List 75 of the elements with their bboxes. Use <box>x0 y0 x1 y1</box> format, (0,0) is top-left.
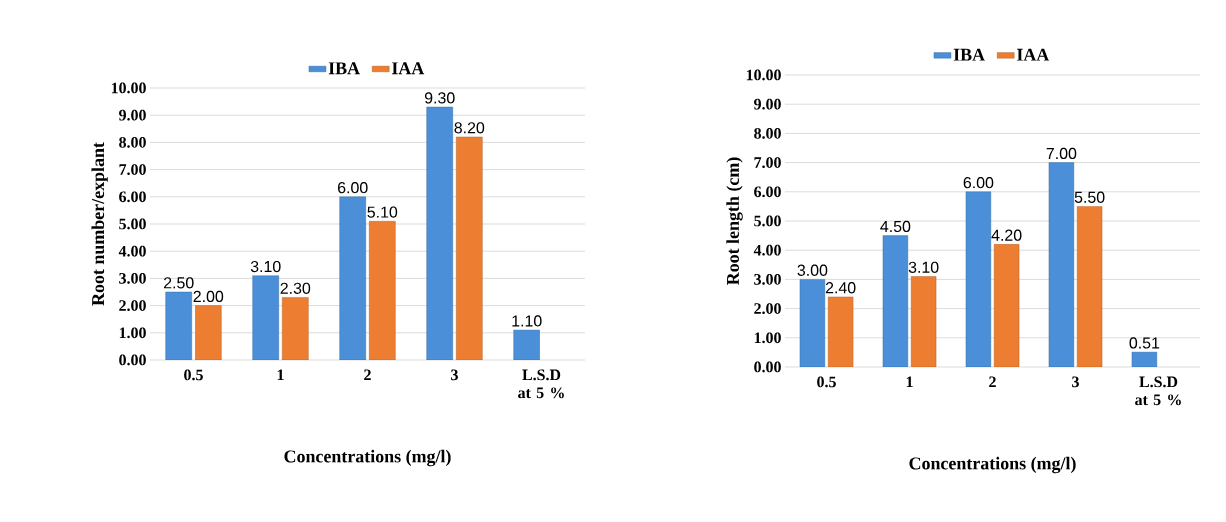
data-label: 3.00 <box>797 264 828 276</box>
bar <box>252 275 279 360</box>
x-tick-label: 2 <box>364 369 371 381</box>
y-tick-label: 8.00 <box>119 136 146 148</box>
x-tick-label: 0.5 <box>184 369 203 381</box>
x-tick-label: 2 <box>989 376 996 388</box>
bar <box>1048 162 1075 367</box>
y-tick-label: 4.00 <box>753 244 781 256</box>
x-axis-title: Concentrations (mg/l) <box>909 456 1076 474</box>
legend-label: IAA <box>1017 48 1050 61</box>
legend-label: IBA <box>953 48 985 61</box>
bar <box>1076 206 1103 367</box>
data-label: 5.10 <box>367 206 398 218</box>
bar <box>456 136 483 360</box>
legend-label: IAA <box>392 62 425 75</box>
y-tick-label: 1.00 <box>119 327 146 339</box>
y-axis-title: Root number/explant <box>91 142 108 306</box>
y-tick-label: 7.00 <box>119 164 146 175</box>
data-label: 2.40 <box>825 282 856 294</box>
data-label: 7.00 <box>1046 147 1077 160</box>
data-label: 6.00 <box>963 177 994 189</box>
data-label: 6.00 <box>338 182 368 194</box>
y-tick-label: 6.00 <box>119 191 146 203</box>
x-tick-label: 3 <box>1072 376 1079 388</box>
bar <box>965 191 992 367</box>
y-tick-label: 10.00 <box>111 82 146 94</box>
y-tick-label: 10.00 <box>746 69 781 81</box>
data-label: 4.20 <box>991 229 1022 241</box>
y-tick-label: 1.00 <box>754 332 781 344</box>
bar <box>426 106 453 360</box>
y-tick-label: 9.00 <box>119 109 146 121</box>
x-tick-label: L.S.D at 5 % <box>1135 376 1181 406</box>
data-label: 2.30 <box>280 282 311 294</box>
y-tick-label: 5.00 <box>119 218 146 230</box>
bar <box>339 196 366 360</box>
bar <box>282 297 309 360</box>
x-axis-title: Concentrations (mg/l) <box>284 449 451 467</box>
data-label: 9.30 <box>424 92 455 104</box>
bar <box>165 291 192 360</box>
x-tick-label: L.S.D at 5 % <box>518 369 564 399</box>
legend-label: IBA <box>328 62 360 75</box>
bar <box>369 221 396 360</box>
data-label: 0.51 <box>1129 337 1160 349</box>
data-label: 1.10 <box>512 315 542 327</box>
x-tick-label: 0.5 <box>817 376 836 388</box>
y-tick-label: 6.00 <box>754 186 781 198</box>
data-label: 2.00 <box>193 290 224 303</box>
y-tick-label: 9.00 <box>754 98 781 110</box>
y-tick-label: 8.00 <box>754 127 781 139</box>
data-label: 5.50 <box>1074 191 1105 203</box>
y-axis-title: Root length (cm) <box>726 157 743 285</box>
bar <box>993 244 1020 367</box>
y-tick-label: 5.00 <box>754 215 781 227</box>
y-tick-label: 0.00 <box>754 361 781 373</box>
x-tick-label: 1 <box>277 369 284 381</box>
bar <box>799 279 826 367</box>
data-label: 3.10 <box>908 261 939 273</box>
data-label: 3.10 <box>250 260 281 273</box>
bar <box>882 235 909 367</box>
y-tick-label: 3.00 <box>754 273 781 285</box>
y-tick-label: 4.00 <box>118 245 146 257</box>
x-tick-label: 1 <box>906 376 913 388</box>
x-tick-label: 3 <box>451 369 458 381</box>
y-tick-label: 2.00 <box>754 303 781 314</box>
y-tick-label: 2.00 <box>119 300 146 311</box>
y-tick-label: 7.00 <box>754 157 781 168</box>
data-label: 2.50 <box>164 277 194 289</box>
data-label: 8.20 <box>454 122 485 134</box>
bar <box>513 329 540 360</box>
data-label: 4.50 <box>880 220 911 233</box>
bar <box>827 296 854 367</box>
y-tick-label: 0.00 <box>119 354 146 366</box>
bar <box>195 305 222 360</box>
bar <box>910 276 937 367</box>
y-tick-label: 3.00 <box>119 272 146 284</box>
